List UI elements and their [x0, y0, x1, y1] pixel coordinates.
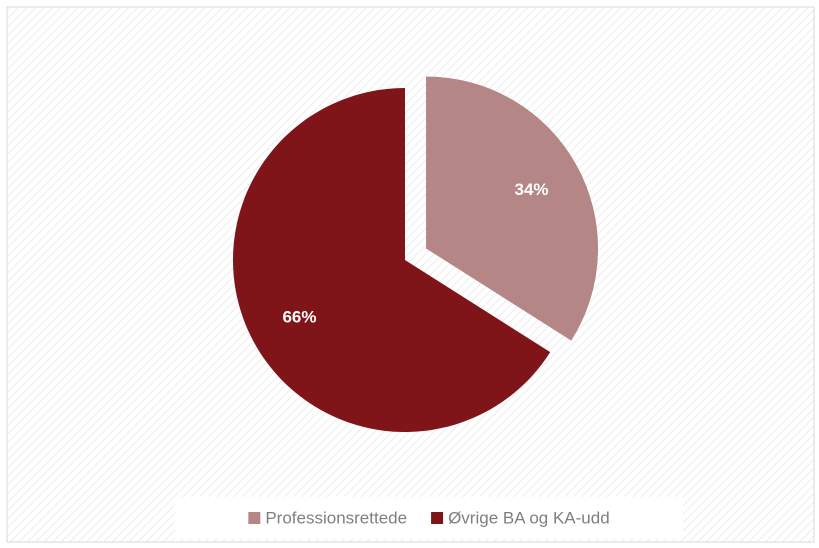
legend-swatch — [248, 512, 261, 524]
legend: Professionsrettede Øvrige BA og KA-udd — [248, 508, 610, 527]
data-label: 34% — [515, 180, 549, 199]
pie-slice — [232, 88, 551, 432]
legend-swatch — [431, 512, 444, 524]
pie-slice — [426, 76, 599, 341]
data-label: 66% — [282, 307, 316, 326]
legend-label: Professionsrettede — [265, 508, 407, 527]
legend-label: Øvrige BA og KA-udd — [448, 508, 610, 527]
pie: 34% 66% — [232, 76, 599, 432]
